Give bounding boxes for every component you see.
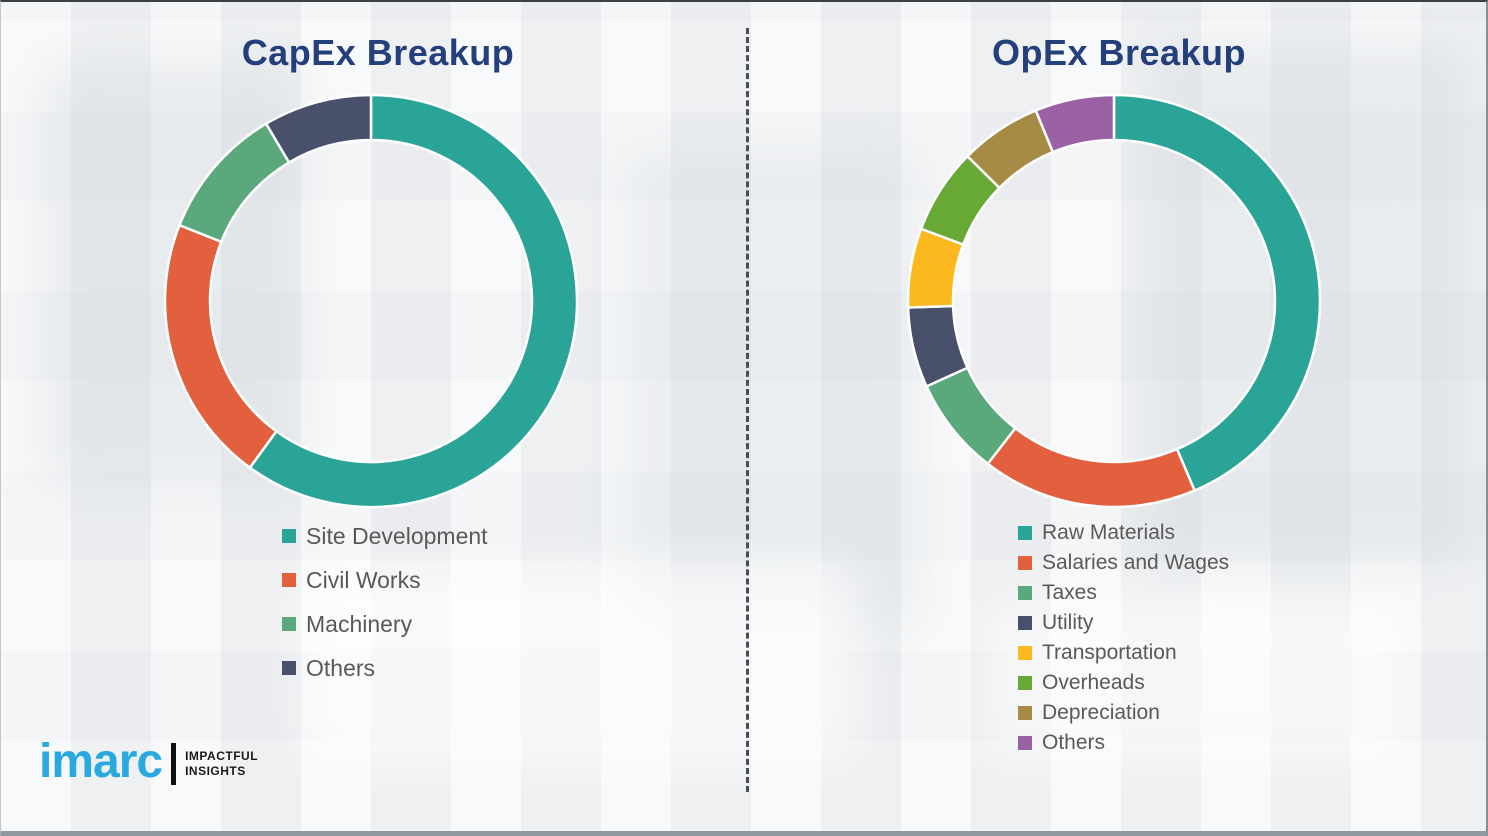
donut-segment-others bbox=[264, 93, 373, 165]
legend-swatch-machinery bbox=[282, 617, 296, 631]
logo-divider-bar bbox=[171, 743, 177, 785]
legend-item: Transportation bbox=[1018, 638, 1229, 668]
legend-label: Civil Works bbox=[306, 566, 421, 593]
legend-label: Depreciation bbox=[1042, 701, 1160, 724]
legend-swatch-others bbox=[1018, 736, 1032, 750]
donut-segment-site-development bbox=[248, 93, 579, 509]
donut-segment-machinery bbox=[177, 121, 291, 244]
legend-label: Utility bbox=[1042, 611, 1094, 634]
legend-label: Salaries and Wages bbox=[1042, 551, 1230, 574]
legend-item: Others bbox=[282, 646, 488, 690]
legend-swatch-utility bbox=[1018, 616, 1032, 630]
legend-item: Utility bbox=[1018, 608, 1229, 638]
legend-label: Others bbox=[1042, 731, 1106, 754]
legend-label: Transportation bbox=[1042, 641, 1177, 664]
legend-swatch-civil-works bbox=[282, 573, 296, 587]
legend-swatch-transportation bbox=[1018, 646, 1032, 660]
legend-item: Taxes bbox=[1018, 578, 1229, 608]
legend-label: Taxes bbox=[1042, 581, 1097, 604]
legend-label: Overheads bbox=[1042, 671, 1145, 694]
background-blob bbox=[621, 152, 921, 632]
opex-title: OpEx Breakup bbox=[991, 32, 1247, 73]
legend-item: Overheads bbox=[1018, 668, 1229, 698]
legend-item: Machinery bbox=[282, 602, 488, 646]
legend-label: Raw Materials bbox=[1042, 521, 1176, 544]
legend-label: Machinery bbox=[306, 610, 413, 637]
capex-title: CapEx Breakup bbox=[241, 32, 515, 73]
legend-swatch-site-development bbox=[282, 529, 296, 543]
legend-item: Depreciation bbox=[1018, 698, 1229, 728]
legend-item: Site Development bbox=[282, 514, 488, 558]
opex-donut-chart bbox=[906, 93, 1322, 509]
logo-tagline-line1: IMPACTFUL bbox=[185, 749, 259, 763]
legend-label: Others bbox=[306, 654, 376, 681]
donut-segment-salaries-and-wages bbox=[985, 426, 1197, 509]
legend-swatch-taxes bbox=[1018, 586, 1032, 600]
legend-swatch-salaries-and-wages bbox=[1018, 556, 1032, 570]
legend-swatch-overheads bbox=[1018, 676, 1032, 690]
legend-item: Salaries and Wages bbox=[1018, 548, 1229, 578]
legend-item: Others bbox=[1018, 728, 1229, 758]
legend-swatch-others bbox=[282, 661, 296, 675]
donut-segment-raw-materials bbox=[1112, 93, 1322, 493]
legend-swatch-raw-materials bbox=[1018, 526, 1032, 540]
imarc-logo: imarc IMPACTFUL INSIGHTS bbox=[39, 738, 258, 786]
capex-legend: Site Development Civil Works Machinery O… bbox=[282, 514, 488, 690]
imarc-logo-wordmark: imarc bbox=[39, 735, 163, 788]
donut-segment-others bbox=[1034, 93, 1116, 154]
opex-legend: Raw Materials Salaries and Wages Taxes U… bbox=[1018, 518, 1229, 758]
legend-label: Site Development bbox=[306, 522, 488, 549]
capex-donut-chart bbox=[163, 93, 579, 509]
legend-item: Civil Works bbox=[282, 558, 488, 602]
logo-tagline-line2: INSIGHTS bbox=[185, 764, 246, 778]
legend-item: Raw Materials bbox=[1018, 518, 1229, 548]
dashed-divider-line bbox=[746, 28, 749, 792]
logo-tagline: IMPACTFUL INSIGHTS bbox=[185, 749, 258, 779]
legend-swatch-depreciation bbox=[1018, 706, 1032, 720]
donut-segment-civil-works bbox=[163, 223, 279, 470]
